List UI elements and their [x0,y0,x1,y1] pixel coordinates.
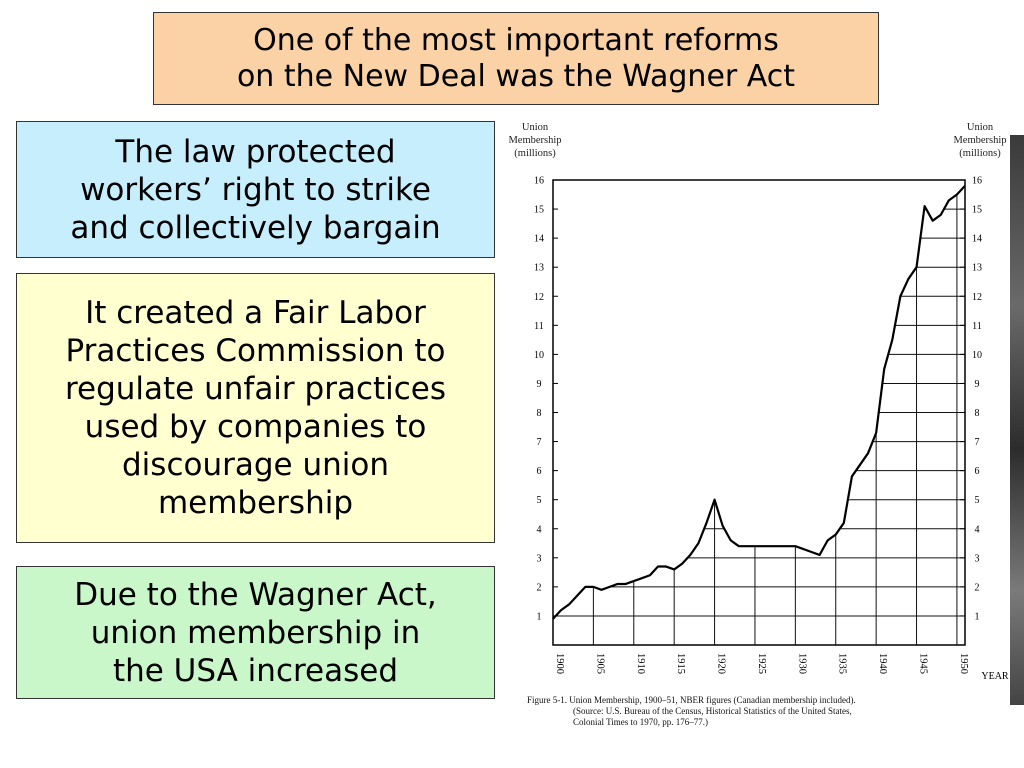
y-tick-label-right-12: 12 [972,292,982,303]
chart-caption-line-1: Figure 5-1. Union Membership, 1900–51, N… [527,695,856,705]
y-tick-label-left-14: 14 [534,234,544,245]
x-tick-label-1950: 1950 [958,653,969,674]
y-axis-label-left: Union Membership (millions) [508,122,561,159]
y-tick-label-right-14: 14 [972,234,982,245]
y-tick-label-right-13: 13 [972,263,982,274]
y-tick-label-left-2: 2 [537,582,542,593]
chart-grid [553,185,965,645]
x-tick-labels: 1900 1905 1910 1915 1920 1925 1930 1935 1940 1945… [554,653,969,674]
y-tick-label-left-10: 10 [534,350,544,361]
y-tick-label-left-9: 9 [537,379,542,390]
x-tick-label-1945: 1945 [918,653,929,674]
slide-title-text: One of the most important reforms on the… [236,22,796,94]
y-axis-label-right-line-2: Membership [953,135,1006,146]
y-tick-label-right-2: 2 [975,582,980,593]
y-axis-label-right: Union Membership (millions) [953,122,1006,159]
y-tick-label-left-11: 11 [534,321,544,332]
x-tick-label-1935: 1935 [837,653,848,674]
slide-title: One of the most important reforms on the… [153,12,879,105]
y-tick-label-left-4: 4 [537,524,542,535]
chart-area [552,185,966,620]
y-axis-label-left-line-2: Membership [508,135,561,146]
chart-caption-line-2: (Source: U.S. Bureau of the Census, Hist… [573,706,852,716]
y-tick-label-left-15: 15 [534,205,544,216]
y-tick-label-right-10: 10 [972,350,982,361]
chart-caption: Figure 5-1. Union Membership, 1900–51, N… [527,695,856,727]
x-tick-label-1940: 1940 [877,653,888,674]
chart-caption-line-3: Colonial Times to 1970, pp. 176–77.) [573,717,708,727]
point-box-2: It created a Fair Labor Practices Commis… [16,273,495,543]
y-tick-label-right-8: 8 [975,408,980,419]
y-tick-label-left-5: 5 [537,495,542,506]
y-tick-label-left-7: 7 [537,437,542,448]
x-axis-label: YEAR [981,671,1009,682]
point-text-2: It created a Fair Labor Practices Commis… [64,295,447,521]
y-tick-label-right-4: 4 [975,524,980,535]
series-line [552,185,966,620]
x-tick-label-1920: 1920 [716,653,727,674]
point-box-1: The law protected workers’ right to stri… [16,121,495,258]
y-tick-label-right-5: 5 [975,495,980,506]
y-tick-label-right-9: 9 [975,379,980,390]
y-tick-label-left-6: 6 [537,466,542,477]
y-axis-label-left-line-3: (millions) [514,148,556,159]
point-text-1: The law protected workers’ right to stri… [70,133,441,246]
point-box-3: Due to the Wagner Act, union membership … [16,566,495,699]
point-text-3: Due to the Wagner Act, union membership … [74,576,437,689]
y-tick-label-right-3: 3 [975,553,980,564]
y-tick-label-left-13: 13 [534,263,544,274]
y-tick-label-left-12: 12 [534,292,544,303]
y-axis-label-right-line-3: (millions) [959,148,1001,159]
y-tick-label-right-16: 16 [972,176,982,187]
y-tick-label-left-1: 1 [537,611,542,622]
chart-caption-text: Figure 5-1. Union Membership, 1900–51, N… [527,695,856,727]
y-tick-label-right-6: 6 [975,466,980,477]
y-tick-label-left-16: 16 [534,176,544,187]
union-membership-chart: Union Membership (millions) Union Membershi… [505,115,1010,740]
x-tick-label-1925: 1925 [756,653,767,674]
y-tick-label-right-15: 15 [972,205,982,216]
y-axis-label-left-line-1: Union [522,122,549,133]
x-tick-label-1930: 1930 [796,653,807,674]
y-tick-label-right-11: 11 [972,321,982,332]
y-tick-label-right-1: 1 [975,611,980,622]
edge-photo-image [1010,135,1024,705]
y-axis-label-right-line-1: Union [967,122,994,133]
y-tick-label-left-8: 8 [537,408,542,419]
x-tick-label-1910: 1910 [635,653,646,674]
x-tick-label-1915: 1915 [675,653,686,674]
x-tick-label-1905: 1905 [594,653,605,674]
chart-svg: Union Membership (millions) Union Membershi… [508,122,1009,727]
x-axis-label-text: YEAR [981,671,1009,682]
y-tick-label-right-7: 7 [975,437,980,448]
x-tick-label-1900: 1900 [554,653,565,674]
y-tick-label-left-3: 3 [537,553,542,564]
